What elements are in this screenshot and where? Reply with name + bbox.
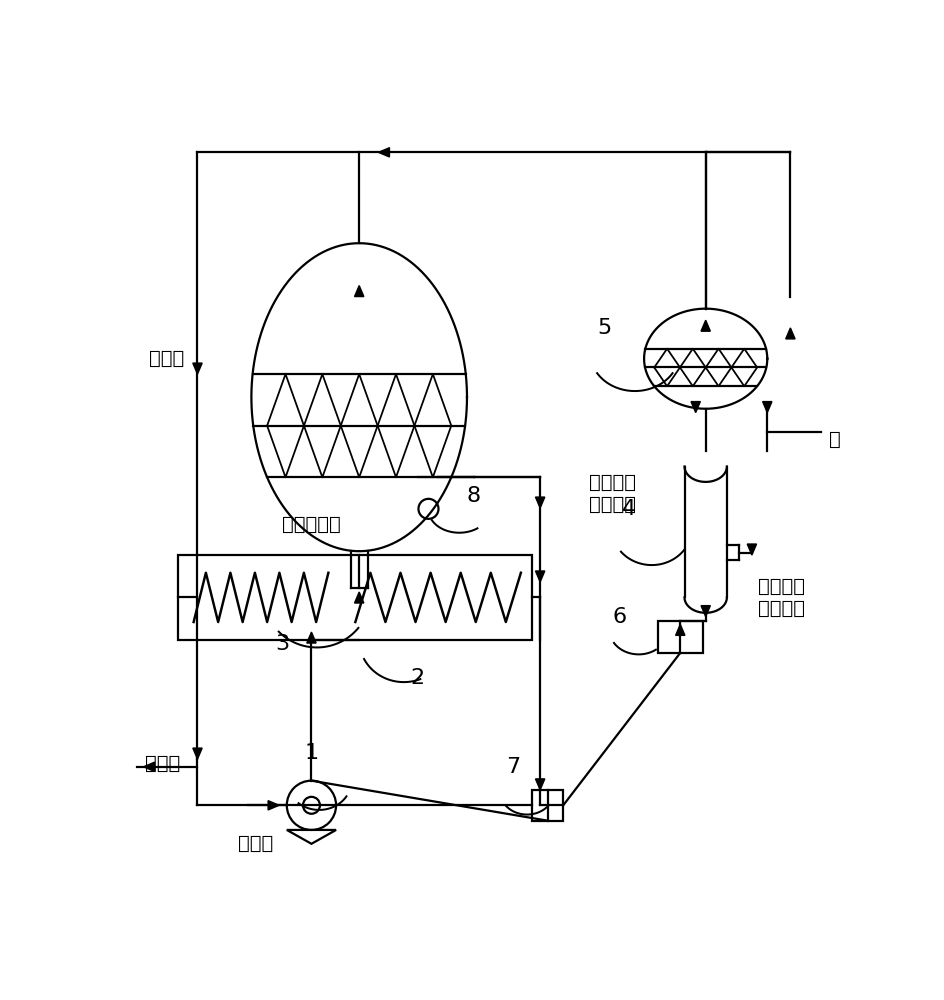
Text: 二氧化碳
混合余气: 二氧化碳 混合余气 [588, 473, 635, 514]
Text: 甲醇水蒸汽: 甲醇水蒸汽 [281, 515, 341, 534]
Polygon shape [535, 571, 545, 582]
Text: 7: 7 [506, 757, 520, 777]
Text: 8: 8 [465, 486, 480, 506]
Polygon shape [747, 544, 756, 555]
Text: 1: 1 [304, 743, 318, 763]
Polygon shape [193, 363, 202, 374]
Text: 4: 4 [621, 499, 635, 519]
Text: 纯氢气: 纯氢气 [149, 349, 184, 368]
Polygon shape [354, 286, 363, 297]
Polygon shape [535, 497, 545, 508]
Polygon shape [193, 748, 202, 759]
Polygon shape [143, 762, 155, 771]
Polygon shape [378, 148, 389, 157]
Polygon shape [762, 402, 771, 413]
Polygon shape [690, 402, 700, 413]
Polygon shape [700, 606, 710, 617]
Polygon shape [307, 632, 316, 643]
Bar [657, 620, 702, 653]
Polygon shape [700, 320, 710, 331]
Text: 纯氢气: 纯氢气 [145, 753, 180, 772]
Text: 水: 水 [828, 430, 840, 449]
Polygon shape [784, 328, 794, 339]
Text: 甲醇水: 甲醇水 [237, 834, 273, 853]
Text: 液态二氧
化碳产出: 液态二氧 化碳产出 [757, 577, 804, 618]
Polygon shape [675, 624, 684, 635]
Text: 3: 3 [275, 634, 289, 654]
Text: 5: 5 [597, 318, 611, 338]
Bar [178, 555, 531, 640]
Polygon shape [535, 779, 545, 790]
Polygon shape [354, 592, 363, 603]
Polygon shape [268, 801, 278, 810]
Bar [531, 790, 563, 821]
Text: 6: 6 [612, 607, 626, 627]
Text: 2: 2 [410, 668, 424, 688]
